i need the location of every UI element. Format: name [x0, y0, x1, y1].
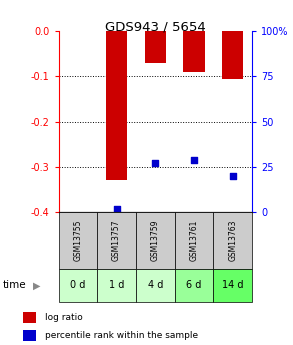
Text: 1 d: 1 d: [109, 280, 124, 290]
Bar: [59, 269, 97, 302]
Bar: [175, 212, 213, 269]
Bar: [136, 269, 175, 302]
Bar: [222, 31, 243, 79]
Point: [192, 157, 196, 162]
Bar: [213, 269, 252, 302]
Point: [114, 207, 119, 212]
Text: time: time: [3, 280, 27, 290]
Bar: [106, 31, 127, 180]
Text: 0 d: 0 d: [70, 280, 86, 290]
Text: GSM13757: GSM13757: [112, 220, 121, 262]
Bar: [136, 212, 175, 269]
Bar: [97, 269, 136, 302]
Text: GDS943 / 5654: GDS943 / 5654: [105, 21, 206, 34]
Text: GSM13763: GSM13763: [228, 220, 237, 262]
Text: GSM13759: GSM13759: [151, 220, 160, 262]
Bar: [23, 330, 36, 341]
Bar: [175, 269, 213, 302]
Text: 6 d: 6 d: [186, 280, 202, 290]
Bar: [23, 312, 36, 323]
Text: GSM13761: GSM13761: [190, 220, 198, 261]
Text: 4 d: 4 d: [148, 280, 163, 290]
Point: [153, 160, 158, 166]
Bar: [145, 31, 166, 63]
Bar: [97, 212, 136, 269]
Bar: [213, 212, 252, 269]
Bar: [59, 212, 97, 269]
Text: GSM13755: GSM13755: [74, 220, 82, 262]
Text: 14 d: 14 d: [222, 280, 243, 290]
Text: percentile rank within the sample: percentile rank within the sample: [45, 331, 198, 340]
Bar: [183, 31, 205, 72]
Point: [230, 173, 235, 179]
Text: log ratio: log ratio: [45, 313, 82, 322]
Text: ▶: ▶: [33, 280, 40, 290]
